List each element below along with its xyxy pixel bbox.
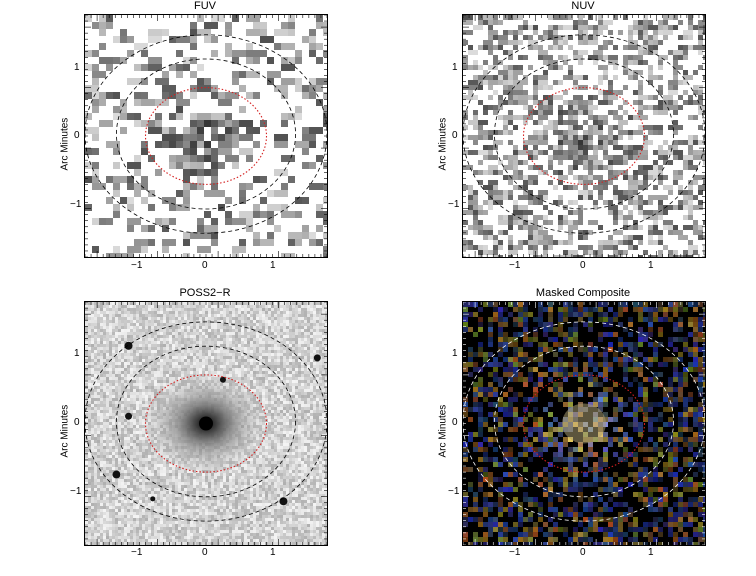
poss2r-xtick-0: 0 bbox=[202, 547, 208, 558]
poss2r-ytick-neg1: −1 bbox=[70, 486, 82, 497]
aperture-ellipses bbox=[85, 321, 327, 522]
inner-ellipse bbox=[144, 374, 268, 473]
fuv-image bbox=[84, 14, 328, 258]
composite-xtick-1: 1 bbox=[648, 547, 654, 558]
panel-title-poss2r: POSS2−R bbox=[179, 287, 231, 299]
aperture-ellipses bbox=[463, 321, 705, 522]
composite-image-canvas bbox=[463, 302, 705, 545]
composite-ytick-neg1: −1 bbox=[448, 486, 460, 497]
panel-title-composite: Masked Composite bbox=[535, 287, 631, 299]
inner-ellipse bbox=[522, 87, 646, 185]
y-axis-label-composite: Arc Minutes bbox=[437, 404, 449, 458]
nuv-image-canvas bbox=[463, 15, 705, 257]
nuv-ytick-1: 1 bbox=[452, 62, 458, 73]
middle-ellipse bbox=[494, 345, 674, 498]
middle-ellipse bbox=[494, 58, 674, 210]
nuv-xtick-0: 0 bbox=[580, 260, 586, 271]
axis-ticks bbox=[85, 302, 327, 545]
aperture-ellipses bbox=[463, 34, 705, 234]
fuv-ytick-neg1: −1 bbox=[70, 199, 82, 210]
poss2r-xtick-1: 1 bbox=[270, 547, 276, 558]
composite-xtick-0: 0 bbox=[580, 547, 586, 558]
panel-title-nuv: NUV bbox=[571, 0, 595, 12]
fuv-xtick-neg1: −1 bbox=[131, 260, 143, 271]
nuv-ytick-neg1: −1 bbox=[448, 199, 460, 210]
outer-ellipse bbox=[463, 321, 705, 522]
composite-image bbox=[462, 301, 706, 546]
middle-ellipse bbox=[116, 345, 296, 498]
fuv-image-canvas bbox=[85, 15, 327, 257]
pixel-field bbox=[85, 15, 327, 257]
poss2r-image-canvas bbox=[85, 302, 327, 545]
poss2r-xtick-neg1: −1 bbox=[131, 547, 143, 558]
inner-ellipse bbox=[144, 87, 268, 185]
nuv-image bbox=[462, 14, 706, 258]
panel-title-fuv: FUV bbox=[194, 0, 216, 12]
galaxy-core bbox=[199, 416, 213, 431]
poss2r-image bbox=[84, 301, 328, 546]
outer-ellipse bbox=[463, 34, 705, 234]
nuv-ytick-0: 0 bbox=[452, 130, 458, 141]
color-pixel-field bbox=[463, 302, 705, 545]
middle-ellipse bbox=[116, 58, 296, 210]
inner-ellipse bbox=[522, 374, 646, 473]
fuv-ytick-1: 1 bbox=[74, 62, 80, 73]
fuv-ytick-0: 0 bbox=[74, 130, 80, 141]
axis-ticks bbox=[463, 302, 705, 545]
nuv-xtick-neg1: −1 bbox=[509, 260, 521, 271]
y-axis-label-fuv: Arc Minutes bbox=[59, 117, 71, 171]
aperture-ellipses bbox=[85, 34, 327, 234]
y-axis-label-poss2r: Arc Minutes bbox=[59, 404, 71, 458]
outer-ellipse bbox=[85, 321, 327, 522]
axis-ticks bbox=[463, 15, 705, 257]
fuv-xtick-1: 1 bbox=[270, 260, 276, 271]
axis-ticks bbox=[85, 15, 327, 257]
fuv-xtick-0: 0 bbox=[202, 260, 208, 271]
composite-ytick-0: 0 bbox=[452, 417, 458, 428]
galaxy-core bbox=[562, 403, 606, 444]
poss2r-ytick-0: 0 bbox=[74, 417, 80, 428]
poss2r-ytick-1: 1 bbox=[74, 348, 80, 359]
outer-ellipse bbox=[85, 34, 327, 234]
composite-xtick-neg1: −1 bbox=[509, 547, 521, 558]
nuv-xtick-1: 1 bbox=[648, 260, 654, 271]
composite-ytick-1: 1 bbox=[452, 348, 458, 359]
y-axis-label-nuv: Arc Minutes bbox=[437, 117, 449, 171]
pixel-field bbox=[463, 15, 705, 257]
